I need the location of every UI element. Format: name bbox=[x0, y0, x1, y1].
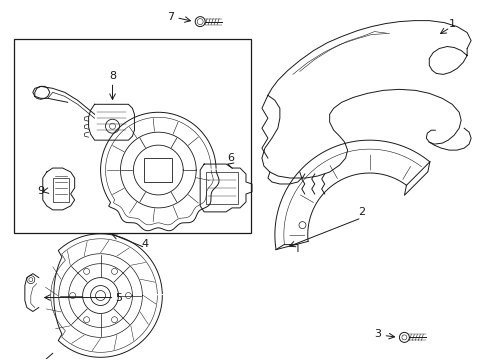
Text: 3: 3 bbox=[374, 329, 381, 339]
Text: 9: 9 bbox=[37, 186, 45, 196]
Text: 6: 6 bbox=[227, 153, 235, 163]
Bar bbox=[53, 178, 69, 202]
Bar bbox=[206, 172, 238, 204]
Text: 5: 5 bbox=[115, 293, 122, 302]
Text: 4: 4 bbox=[142, 239, 149, 249]
Text: 1: 1 bbox=[449, 19, 456, 28]
Bar bbox=[14, 39, 251, 233]
Text: 7: 7 bbox=[167, 12, 174, 22]
Text: 2: 2 bbox=[358, 207, 365, 217]
Bar bbox=[145, 158, 172, 182]
Text: 8: 8 bbox=[109, 71, 116, 81]
